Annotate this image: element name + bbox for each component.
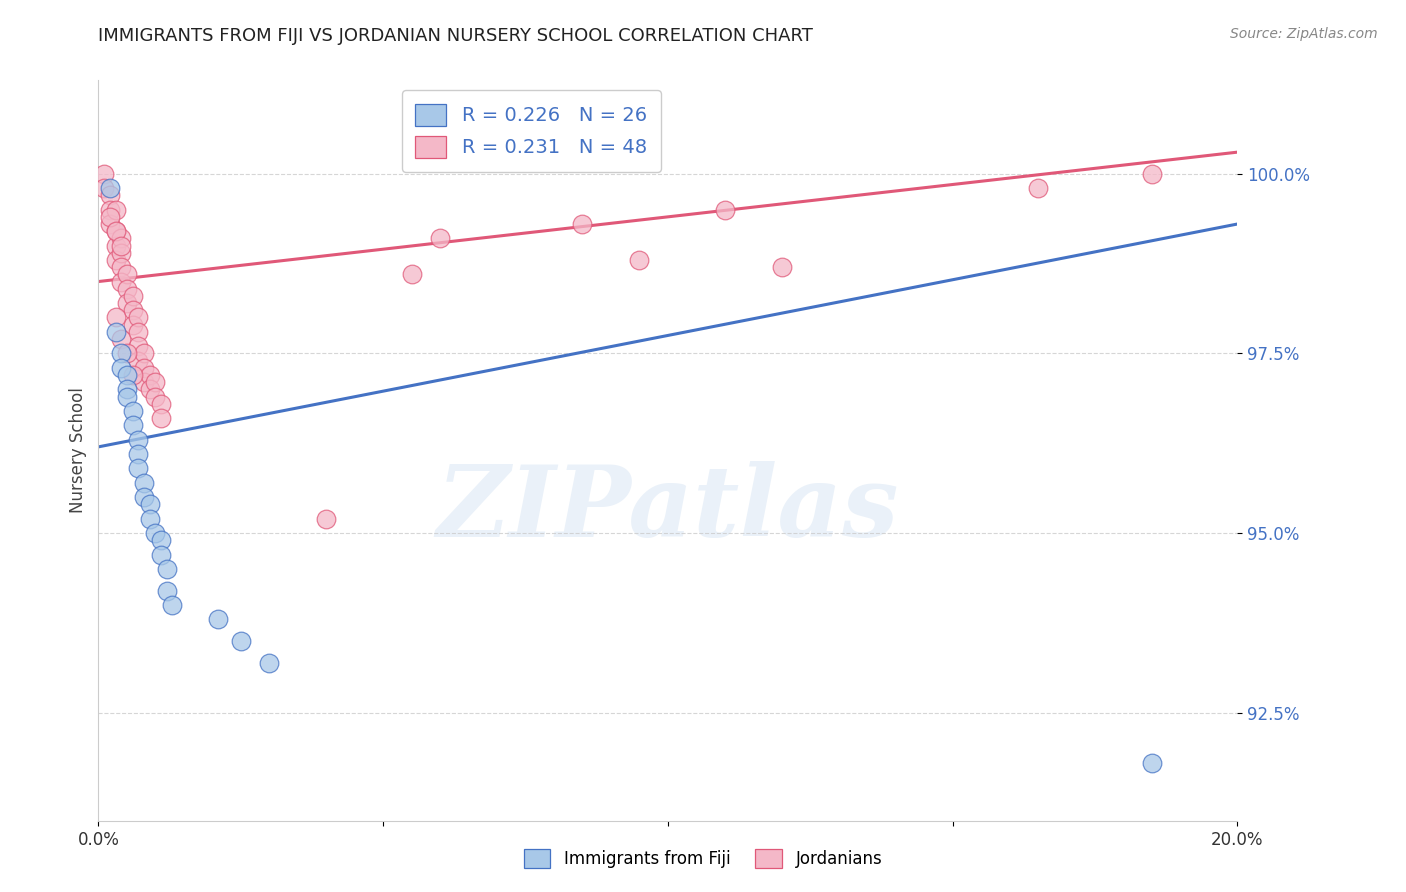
Point (127, 325, 149, 339)
Point (115, 346, 138, 360)
Point (132, 490, 155, 504)
Point (162, 598, 184, 612)
Point (138, 368, 160, 382)
Point (110, 238, 132, 252)
Point (229, 634, 252, 648)
Point (127, 310, 149, 325)
Y-axis label: Nursery School: Nursery School (69, 387, 87, 514)
Point (93, 181, 115, 195)
Point (628, 252, 651, 267)
Point (115, 383, 138, 397)
Point (115, 296, 138, 310)
Point (127, 433, 149, 447)
Point (259, 656, 281, 670)
Point (429, 231, 451, 245)
Point (115, 282, 138, 296)
Point (104, 252, 127, 267)
Point (714, 202, 737, 217)
Point (104, 325, 127, 339)
Point (110, 332, 132, 346)
Point (110, 275, 132, 289)
Point (121, 404, 143, 418)
Point (138, 383, 160, 397)
Point (104, 238, 127, 252)
Point (115, 268, 138, 282)
Point (104, 224, 127, 238)
Point (127, 339, 149, 353)
Point (104, 224, 127, 238)
Point (207, 612, 229, 626)
Text: 0.0%: 0.0% (77, 831, 120, 849)
Point (150, 397, 173, 411)
Point (115, 390, 138, 404)
Text: ZIPatlas: ZIPatlas (437, 461, 898, 558)
Point (110, 260, 132, 275)
Point (98, 217, 121, 231)
Point (104, 310, 127, 325)
Point (315, 512, 337, 526)
Point (110, 231, 132, 245)
Point (98, 202, 121, 217)
Point (770, 260, 793, 275)
Point (1026, 181, 1049, 195)
Point (1140, 167, 1163, 181)
Point (98, 210, 121, 224)
Point (150, 411, 173, 425)
Point (121, 368, 143, 382)
Point (145, 390, 167, 404)
Point (1140, 756, 1163, 771)
Point (150, 533, 173, 548)
Point (127, 447, 149, 461)
Point (110, 245, 132, 260)
Point (132, 475, 155, 490)
Point (156, 583, 179, 598)
Point (132, 360, 155, 375)
Point (121, 303, 143, 318)
Point (104, 202, 127, 217)
Point (401, 268, 423, 282)
Text: IMMIGRANTS FROM FIJI VS JORDANIAN NURSERY SCHOOL CORRELATION CHART: IMMIGRANTS FROM FIJI VS JORDANIAN NURSER… (98, 27, 813, 45)
Point (110, 346, 132, 360)
Point (571, 217, 593, 231)
Point (121, 318, 143, 332)
Point (93, 167, 115, 181)
Point (145, 375, 167, 389)
Point (132, 346, 155, 360)
Point (132, 375, 155, 389)
Legend: R = 0.226   N = 26, R = 0.231   N = 48: R = 0.226 N = 26, R = 0.231 N = 48 (402, 90, 661, 172)
Point (121, 418, 143, 433)
Text: 20.0%: 20.0% (1211, 831, 1264, 849)
Point (150, 548, 173, 562)
Text: Source: ZipAtlas.com: Source: ZipAtlas.com (1230, 27, 1378, 41)
Point (98, 188, 121, 202)
Legend: Immigrants from Fiji, Jordanians: Immigrants from Fiji, Jordanians (517, 842, 889, 875)
Point (98, 181, 121, 195)
Point (145, 526, 167, 541)
Point (127, 353, 149, 368)
Point (156, 562, 179, 576)
Point (127, 461, 149, 475)
Point (138, 497, 160, 511)
Point (115, 368, 138, 382)
Point (110, 360, 132, 375)
Point (138, 512, 160, 526)
Point (121, 289, 143, 303)
